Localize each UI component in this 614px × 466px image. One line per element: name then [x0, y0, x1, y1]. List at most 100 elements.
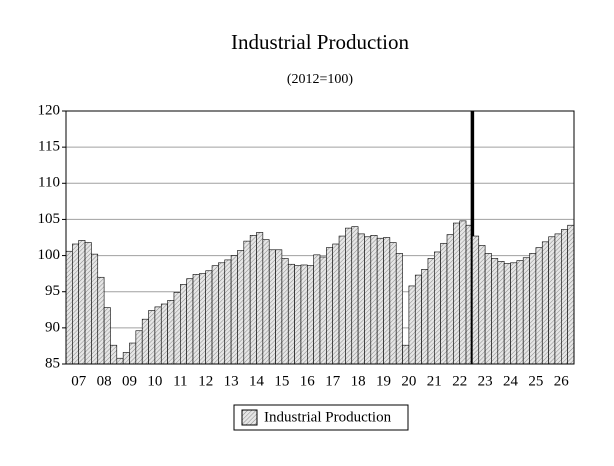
bar	[103, 307, 111, 365]
bar	[91, 253, 99, 365]
x-tick-label: 11	[173, 373, 187, 389]
chart-subtitle: (2012=100)	[287, 72, 354, 87]
bar	[192, 274, 200, 365]
bar	[294, 265, 302, 365]
bar	[116, 357, 124, 365]
bar	[78, 240, 86, 365]
x-tick-label: 09	[122, 373, 137, 389]
bar	[287, 263, 295, 365]
plot-frame	[65, 110, 575, 365]
bar	[548, 236, 556, 365]
bar	[503, 263, 511, 365]
bar	[249, 235, 257, 365]
bar	[84, 242, 92, 365]
bar	[478, 245, 486, 365]
x-tick-label: 19	[376, 373, 391, 389]
y-tick-label: 115	[38, 139, 60, 155]
bar	[446, 234, 454, 365]
bar	[408, 285, 416, 365]
x-tick-label: 18	[351, 373, 366, 389]
bar	[141, 318, 149, 365]
bar	[376, 237, 384, 365]
x-tick-label: 22	[452, 373, 467, 389]
y-tick-label: 100	[38, 247, 61, 263]
bar	[180, 284, 187, 365]
legend-swatch	[241, 409, 258, 426]
bar	[554, 233, 562, 365]
bar	[275, 249, 283, 365]
bar	[338, 235, 346, 365]
bar	[395, 253, 403, 365]
x-tick-label: 23	[478, 373, 493, 389]
y-tick-label: 105	[38, 211, 61, 227]
chart-title: Industrial Production	[231, 30, 409, 54]
bar	[427, 258, 435, 365]
bar	[224, 259, 232, 365]
bar	[472, 235, 480, 365]
bar	[199, 273, 207, 365]
bar	[262, 239, 270, 365]
bar	[218, 262, 226, 365]
bar	[256, 232, 264, 365]
x-tick-label: 17	[325, 373, 341, 389]
bar	[535, 247, 543, 365]
bar	[484, 253, 492, 365]
x-tick-label: 24	[503, 373, 519, 389]
bar	[510, 262, 518, 365]
bar	[167, 300, 175, 365]
bar	[453, 222, 461, 365]
bar	[364, 236, 372, 365]
legend-label: Industrial Production	[264, 409, 392, 425]
bar	[459, 220, 467, 365]
bar	[357, 233, 365, 365]
y-tick-label: 85	[45, 355, 60, 371]
x-tick-label: 13	[224, 373, 239, 389]
bar	[383, 237, 391, 365]
bar	[173, 292, 181, 365]
bar	[281, 258, 289, 365]
legend-box	[233, 404, 409, 431]
x-tick-label: 14	[249, 373, 265, 389]
bar	[160, 303, 168, 365]
y-tick-label: 120	[38, 102, 61, 118]
y-tick-label: 90	[45, 319, 60, 335]
x-tick-label: 25	[528, 373, 543, 389]
bar	[313, 254, 321, 365]
bar	[186, 278, 194, 365]
x-tick-label: 21	[427, 373, 442, 389]
bar	[72, 243, 79, 365]
bar	[135, 330, 143, 365]
y-tick-label: 110	[38, 175, 60, 191]
bar	[306, 265, 314, 365]
x-tick-label: 10	[147, 373, 162, 389]
bar	[122, 352, 130, 365]
bar	[211, 265, 219, 365]
y-tick-label: 95	[45, 283, 60, 299]
bar	[243, 240, 251, 365]
bar	[440, 242, 448, 365]
x-tick-label: 12	[198, 373, 213, 389]
bar	[148, 310, 156, 365]
bar	[433, 251, 441, 365]
x-tick-label: 08	[97, 373, 112, 389]
bar	[97, 276, 105, 365]
bar	[230, 255, 238, 365]
bar	[129, 342, 137, 365]
bar	[402, 344, 410, 365]
bar	[65, 250, 73, 365]
bar	[560, 229, 568, 365]
bar	[110, 344, 118, 365]
bar	[567, 224, 575, 365]
bar	[421, 269, 429, 365]
bar	[319, 256, 327, 365]
x-tick-label: 07	[71, 373, 87, 389]
bar	[414, 274, 422, 365]
bar	[237, 250, 245, 365]
bar	[389, 242, 397, 365]
bar	[522, 257, 530, 365]
bar	[491, 258, 499, 365]
bar	[326, 247, 334, 365]
bar	[541, 241, 549, 365]
bar	[300, 264, 308, 365]
